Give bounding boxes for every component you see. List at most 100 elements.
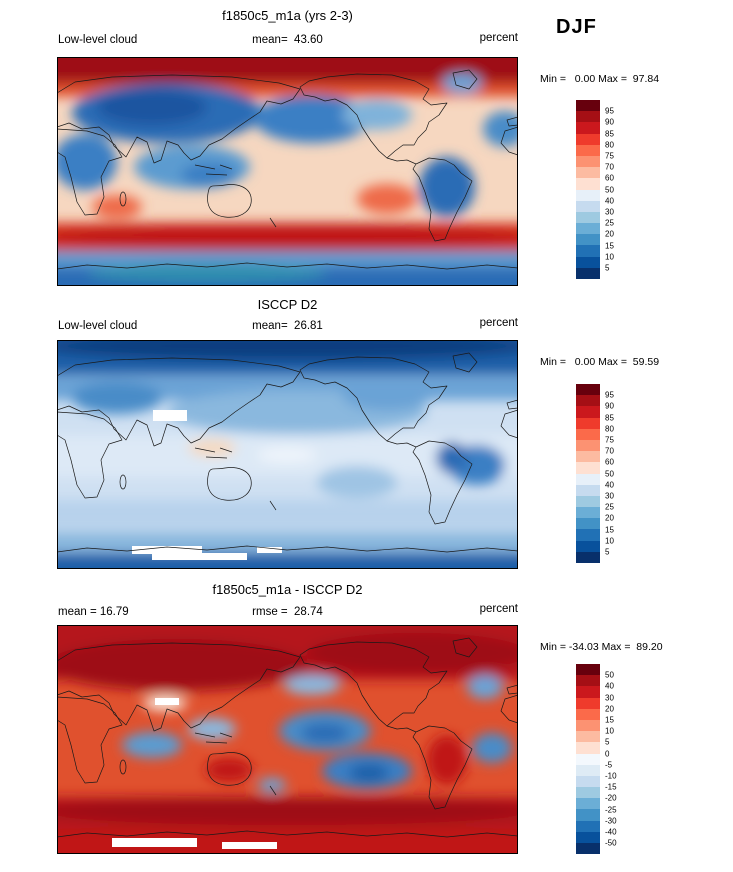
season-label: DJF <box>556 16 597 38</box>
colorbar-cell <box>576 144 600 156</box>
colorbar-cell <box>576 223 600 235</box>
colorbar-cell <box>576 122 600 134</box>
colorbar-cell <box>576 529 600 541</box>
colorbar-cell <box>576 843 600 855</box>
colorbar-tick-label: 75 <box>605 151 614 161</box>
colorbar-cell <box>576 473 600 485</box>
colorbar-tick-label: 75 <box>605 435 614 445</box>
panel3-unit-label: percent <box>479 603 518 615</box>
panel2-variable-label: Low-level cloud <box>58 320 138 332</box>
colorbar-cell <box>576 451 600 463</box>
colorbar-tick-label: 5 <box>605 547 610 557</box>
panel2-title: ISCCP D2 <box>257 297 318 312</box>
colorbar-cell <box>576 167 600 179</box>
colorbar-cell <box>576 820 600 832</box>
colorbar-tick-label: 30 <box>605 207 614 217</box>
colorbar-tick-label: 90 <box>605 401 614 411</box>
colorbar-cell <box>576 775 600 788</box>
colorbar-cell <box>576 708 600 720</box>
colorbar-tick-label: 95 <box>605 390 614 400</box>
colorbar-cell <box>576 428 600 440</box>
colorbar-tick-label: 15 <box>605 715 614 725</box>
missing-data-patches <box>112 698 277 849</box>
missing-data-patches <box>132 410 282 560</box>
colorbar-cell <box>576 155 600 168</box>
panel2-minmax: Min = 0.00 Max = 59.59 <box>540 356 660 368</box>
colorbar-tick-label: 40 <box>605 196 614 206</box>
panel1-unit-label: percent <box>479 32 518 44</box>
colorbar-cell <box>576 234 600 246</box>
colorbar-tick-label: 50 <box>605 185 614 195</box>
colorbar-cell <box>576 742 600 754</box>
panel1-mean-label: mean= 43.60 <box>252 34 323 46</box>
colorbar-cell <box>576 787 600 799</box>
colorbar-cell <box>576 256 600 268</box>
colorbar-cell <box>576 133 600 145</box>
colorbar-tick-label: 40 <box>605 681 614 691</box>
panel3-rmse-label: rmse = 28.74 <box>252 606 323 618</box>
colorbar-tick-label: 50 <box>605 469 614 479</box>
colorbar-cell <box>576 189 600 201</box>
panel3-mean-label: mean = 16.79 <box>58 606 129 618</box>
colorbar-tick-label: 90 <box>605 117 614 127</box>
panel1-minmax: Min = 0.00 Max = 97.84 <box>540 73 660 85</box>
panel1-title: f1850c5_m1a (yrs 2-3) <box>222 8 353 23</box>
panel2-colorbar: 95 90 85 80 75 70 60 50 40 30 25 20 15 10 5 <box>576 384 614 563</box>
colorbar-cell <box>576 395 600 407</box>
colorbar-tick-label: -15 <box>605 782 617 792</box>
colorbar-tick-label: 20 <box>605 704 614 714</box>
panel1-variable-label: Low-level cloud <box>58 34 138 46</box>
colorbar-cell <box>576 798 600 810</box>
colorbar-tick-label: 5 <box>605 737 610 747</box>
colorbar-tick-label: 25 <box>605 502 614 512</box>
colorbar-tick-label: 15 <box>605 525 614 535</box>
colorbar-cell <box>576 697 600 709</box>
colorbar-tick-label: 80 <box>605 140 614 150</box>
colorbar-tick-label: 80 <box>605 424 614 434</box>
colorbar-tick-label: -20 <box>605 793 617 803</box>
colorbar-cell <box>576 831 600 843</box>
colorbar-cell <box>576 540 600 552</box>
colorbar-tick-label: -40 <box>605 827 617 837</box>
colorbar-cell <box>576 719 600 732</box>
colorbar-cell <box>576 178 600 190</box>
colorbar-cell <box>576 675 600 687</box>
colorbar-tick-label: 10 <box>605 252 614 262</box>
colorbar-tick-label: 95 <box>605 106 614 116</box>
colorbar-tick-label: 30 <box>605 693 614 703</box>
model-map <box>57 57 518 286</box>
colorbar-cell <box>576 245 600 257</box>
colorbar-cell <box>576 406 600 418</box>
colorbar-tick-label: 10 <box>605 726 614 736</box>
colorbar-cell <box>576 518 600 530</box>
colorbar-cell <box>576 764 600 776</box>
colorbar-cell <box>576 417 600 429</box>
colorbar-tick-label: 40 <box>605 480 614 490</box>
colorbar-cell <box>576 100 600 112</box>
panel1-colorbar: 95 90 85 80 75 70 60 50 40 30 25 20 15 10 5 <box>576 100 614 279</box>
colorbar-cell <box>576 809 600 821</box>
colorbar-tick-label: 20 <box>605 229 614 239</box>
panel3-title: f1850c5_m1a - ISCCP D2 <box>212 582 363 597</box>
colorbar-cell <box>576 686 600 698</box>
colorbar-tick-label: -30 <box>605 816 617 826</box>
colorbar-tick-label: 25 <box>605 218 614 228</box>
colorbar-tick-label: -50 <box>605 838 617 848</box>
colorbar-cell <box>576 731 600 743</box>
colorbar-tick-label: 50 <box>605 670 614 680</box>
colorbar-tick-label: -5 <box>605 760 613 770</box>
colorbar-tick-label: 15 <box>605 241 614 251</box>
colorbar-tick-label: -10 <box>605 771 617 781</box>
colorbar-tick-label: 60 <box>605 173 614 183</box>
panel3-colorbar: 50 40 30 20 15 10 5 0 -5 -10 -15 -20 -25 -30 -40 -50 <box>576 664 617 855</box>
colorbar-tick-label: 70 <box>605 162 614 172</box>
colorbar-tick-label: 30 <box>605 491 614 501</box>
colorbar-cell <box>576 200 600 212</box>
colorbar-tick-label: 5 <box>605 263 610 273</box>
obs-map <box>57 340 518 569</box>
difference-map <box>57 625 518 854</box>
colorbar-tick-label: 70 <box>605 446 614 456</box>
panel2-unit-label: percent <box>479 317 518 329</box>
colorbar-cell <box>576 551 600 563</box>
